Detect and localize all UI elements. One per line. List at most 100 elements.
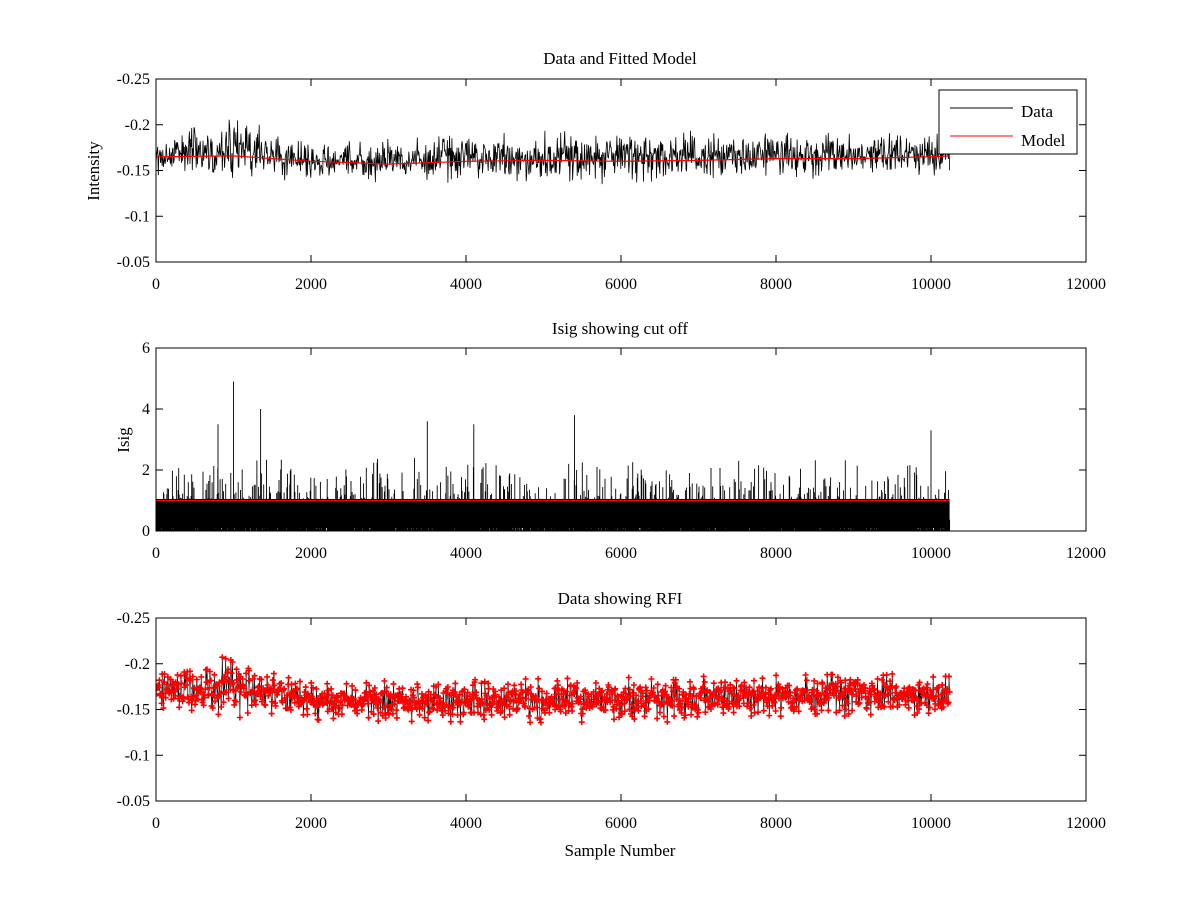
x-tick-label: 10000 (911, 276, 951, 293)
data-point (495, 693, 502, 700)
data-point (607, 697, 614, 704)
data-point (778, 704, 785, 711)
data-point (905, 704, 912, 711)
x-tick-label: 2000 (295, 276, 327, 293)
data-point (189, 673, 196, 680)
data-point (399, 685, 406, 692)
data-point (656, 709, 663, 716)
data-point (506, 711, 513, 718)
data-point (518, 681, 525, 688)
data-point (519, 694, 526, 701)
data-point (212, 698, 218, 705)
data-point (886, 690, 893, 697)
data-point (472, 676, 479, 683)
x-tick-label: 0 (152, 276, 160, 293)
data-point (633, 692, 640, 699)
data-point (602, 707, 609, 714)
data-point (327, 698, 334, 705)
data-point (819, 680, 826, 687)
data-point (863, 705, 870, 712)
data-point (731, 685, 738, 692)
data-point (183, 681, 189, 688)
data-point (461, 686, 468, 693)
data-point (332, 702, 339, 709)
data-point (719, 695, 726, 702)
data-point (854, 676, 861, 683)
data-point (223, 689, 230, 696)
data-point (543, 690, 550, 697)
data-point (916, 679, 923, 686)
data-point (603, 691, 610, 698)
data-point (256, 687, 263, 694)
data-point (365, 714, 372, 721)
data-point (278, 680, 285, 687)
data-point (302, 684, 309, 691)
data-point (560, 696, 566, 703)
data-point (676, 685, 683, 692)
data-point (670, 688, 676, 695)
y-tick-label: 6 (142, 340, 150, 357)
data-point (650, 685, 657, 691)
data-point (270, 670, 277, 677)
data-point (303, 705, 310, 712)
data-point (329, 705, 336, 712)
data-point (554, 682, 561, 689)
y-axis-label: Isig (114, 427, 133, 453)
data-point (660, 713, 667, 720)
data-point (848, 687, 855, 694)
data-point (381, 678, 388, 684)
data-point (603, 696, 610, 703)
data-point (201, 694, 208, 701)
data-point (312, 710, 319, 717)
subplot-title: Data and Fitted Model (543, 49, 697, 68)
data-point (410, 687, 417, 694)
plot-content (156, 381, 951, 531)
data-point (682, 712, 689, 719)
data-point (198, 673, 205, 680)
data-point (281, 685, 288, 692)
data-point (217, 690, 224, 697)
x-tick-label: 8000 (760, 545, 792, 562)
x-tick-label: 12000 (1066, 545, 1106, 562)
data-point (708, 706, 714, 712)
data-point (569, 708, 576, 714)
data-point (491, 698, 498, 705)
data-point (671, 713, 678, 720)
data-point (874, 675, 881, 682)
data-point (214, 682, 221, 689)
data-point (239, 676, 246, 682)
data-point (315, 717, 322, 723)
data-point (844, 700, 851, 707)
data-point (928, 689, 935, 696)
data-point (654, 715, 661, 722)
data-point (635, 707, 642, 714)
x-tick-label: 2000 (295, 545, 327, 562)
data-point (156, 677, 163, 684)
data-point (643, 687, 650, 694)
data-point (375, 718, 382, 725)
data-point (867, 711, 874, 718)
data-point (187, 668, 193, 675)
x-tick-label: 6000 (605, 545, 637, 562)
axis-ticks: 0 2000 4000 6000 8000 10000 12000 0 2 4 6 (142, 340, 1106, 562)
data-point (629, 689, 636, 696)
data-point (768, 685, 774, 692)
data-point (688, 711, 695, 718)
data-point (219, 679, 226, 686)
data-point (825, 707, 832, 714)
data-point (258, 676, 265, 683)
data-point (817, 691, 824, 698)
data-point (861, 681, 867, 688)
data-point (262, 702, 269, 709)
data-point (595, 699, 602, 706)
data-point (478, 680, 485, 687)
data-point (457, 718, 464, 725)
data-point (710, 680, 717, 687)
data-point (550, 700, 557, 707)
data-point (773, 672, 780, 679)
data-point (769, 702, 776, 709)
data-point (249, 675, 256, 682)
x-tick-label: 0 (152, 815, 160, 832)
data-point (887, 678, 894, 685)
x-tick-label: 8000 (760, 815, 792, 832)
